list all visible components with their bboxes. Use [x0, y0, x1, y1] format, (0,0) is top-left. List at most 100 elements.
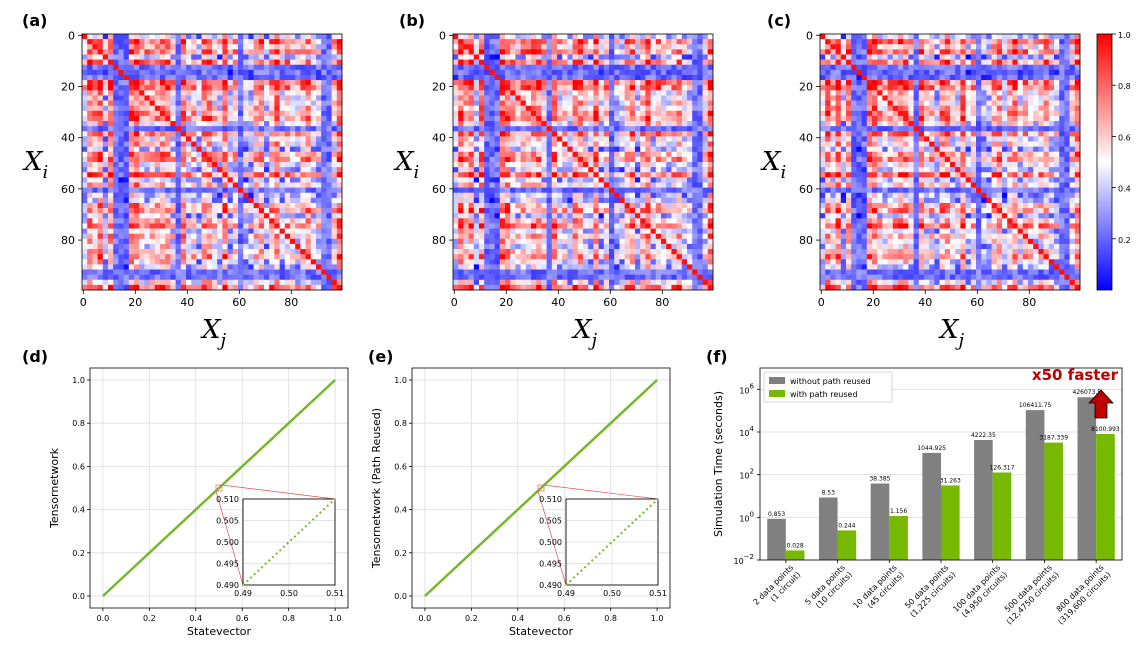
x-tick-label: 40	[918, 296, 932, 309]
y-tick-label: 10−2	[733, 553, 754, 566]
y-tick-label: 60	[61, 183, 75, 196]
bar-value-label: 31.263	[940, 477, 961, 484]
line-chart-e: 0.0 0.2 0.4 0.6 0.8 1.0 0.0 0.2 0.4 0.6 0.8 1.0 Stat…	[370, 367, 671, 638]
colorbar: 1.0 0.8 0.6 0.4 0.2	[1096, 31, 1131, 291]
bar-chart-f: 10−2 100 102 104 106 0.853 0.028 2 data points(…	[712, 366, 1123, 626]
colorbar-tick-label: 0.2	[1118, 236, 1131, 245]
bar	[870, 483, 890, 560]
x-tick-label: 40	[180, 296, 194, 309]
y-tick-label: 40	[61, 132, 75, 145]
x-tick-label: 80	[1022, 296, 1036, 309]
y-tick-label: 1.0	[394, 376, 407, 385]
x-tick-label: 0.0	[97, 614, 110, 623]
inset-x-tick-label: 0.49	[234, 589, 252, 598]
legend-label: with path reused	[790, 390, 858, 399]
heatmap-c: 0 20 40 60 80 0 20 40 60 80 Xj Xi	[760, 29, 1081, 351]
speedup-arrow-icon	[1088, 389, 1114, 419]
x-axis-label: Statevector	[509, 625, 573, 638]
inset-series-line	[242, 498, 336, 586]
y-tick-label: 20	[432, 80, 446, 93]
y-tick-label: 0.4	[394, 506, 407, 515]
inset-y-tick-label: 0.495	[216, 560, 239, 569]
inset-x-tick-label: 0.49	[557, 589, 575, 598]
heatmap-b: 0 20 40 60 80 0 20 40 60 80 Xj Xi	[393, 29, 714, 351]
inset-y-tick-label: 0.490	[539, 581, 562, 590]
y-tick-label: 80	[61, 234, 75, 247]
heatmap-frame	[81, 33, 343, 291]
bar-value-label: 8100.993	[1091, 426, 1120, 433]
y-tick-label: 0.6	[394, 462, 407, 471]
inset-y-tick-label: 0.495	[539, 560, 562, 569]
panel-label-f: (f)	[706, 347, 728, 366]
x-tick-label: 60	[970, 296, 984, 309]
y-axis-label: Xi	[22, 147, 48, 183]
bar	[818, 497, 838, 560]
colorbar-tick-label: 0.4	[1118, 185, 1131, 194]
x-tick-label: 0.4	[189, 614, 202, 623]
y-tick-label: 0.0	[394, 592, 407, 601]
bar	[767, 518, 786, 560]
x-tick-label: 0.2	[465, 614, 478, 623]
x-tick-label: 40	[551, 296, 565, 309]
panel-label-c: (c)	[767, 11, 791, 30]
inset-y-tick-label: 0.505	[539, 517, 562, 526]
y-axis-label: Xi	[393, 147, 419, 183]
y-tick-label: 0.8	[394, 419, 407, 428]
x-tick-label: 20	[128, 296, 142, 309]
panel-label-e: (e)	[368, 347, 393, 366]
legend-swatch	[769, 390, 785, 397]
bar-value-label: 38.385	[869, 476, 890, 483]
inset-x-tick-label: 0.50	[280, 589, 298, 598]
speedup-annotation: x50 faster	[1032, 366, 1119, 384]
plot-frame	[759, 367, 1123, 561]
inset-zoom: 0.49 0.50 0.51 0.510 0.505 0.500 0.495 0.490	[539, 495, 667, 598]
inset-x-tick-label: 0.51	[649, 589, 667, 598]
x-tick-label: 0.4	[511, 614, 524, 623]
panel-label-d: (d)	[22, 347, 48, 366]
y-tick-label: 40	[432, 132, 446, 145]
series-line	[424, 379, 658, 597]
y-tick-label: 106	[739, 382, 754, 395]
x-tick-label: 0	[818, 296, 825, 309]
heatmap-cells	[820, 34, 1081, 291]
x-tick-label: 1.0	[329, 614, 342, 623]
bar	[974, 439, 993, 560]
inset-y-tick-label: 0.510	[539, 495, 562, 504]
bar-value-label: 0.244	[838, 522, 855, 529]
bar-value-label: 0.853	[768, 511, 785, 518]
category-label: 50 data points(1,225 circuits)	[901, 563, 957, 619]
y-tick-label: 40	[799, 132, 813, 145]
plot-frame	[411, 367, 671, 609]
inset-series-line	[565, 498, 659, 586]
colorbar-tick-label: 0.6	[1118, 133, 1131, 142]
heatmap-frame	[819, 33, 1081, 291]
y-tick-label: 20	[61, 80, 75, 93]
x-tick-label: 20	[866, 296, 880, 309]
zoom-region	[215, 484, 223, 492]
plot-frame	[89, 367, 349, 609]
heatmap-frame	[452, 33, 714, 291]
y-tick-label: 0.6	[72, 462, 85, 471]
bar	[1096, 433, 1115, 560]
y-tick-label: 20	[799, 80, 813, 93]
y-tick-label: 0.2	[394, 549, 407, 558]
y-tick-label: 0	[806, 29, 813, 42]
bar	[1025, 410, 1045, 560]
x-axis-label: Xj	[200, 315, 227, 351]
bar-value-label: 1.156	[890, 508, 907, 515]
heatmap-cells	[82, 34, 343, 291]
y-tick-label: 0.2	[72, 549, 85, 558]
x-tick-label: 0.0	[419, 614, 432, 623]
y-tick-label: 102	[739, 468, 754, 481]
y-tick-label: 60	[432, 183, 446, 196]
series-line	[102, 379, 336, 597]
x-axis-label: Xj	[571, 315, 598, 351]
inset-y-tick-label: 0.500	[539, 538, 562, 547]
x-tick-label: 60	[603, 296, 617, 309]
x-tick-label: 0	[80, 296, 87, 309]
bar	[1077, 397, 1097, 560]
x-tick-label: 0	[451, 296, 458, 309]
y-axis-label: Tensornetwork	[48, 447, 61, 529]
x-tick-label: 0.8	[282, 614, 295, 623]
